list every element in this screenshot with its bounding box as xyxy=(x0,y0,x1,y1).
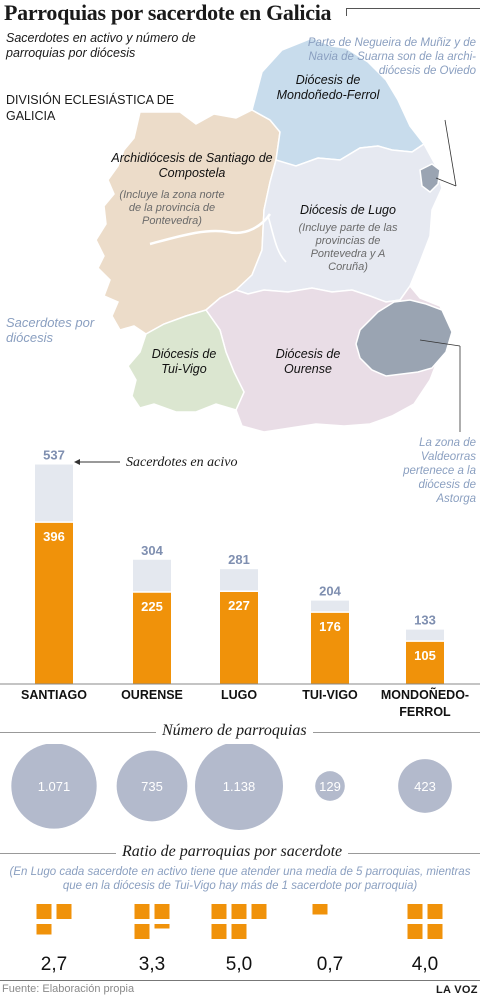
label-lugo: Diócesis de Lugo xyxy=(300,203,396,217)
parroquias-header: Número de parroquias xyxy=(0,722,480,742)
chart-title: Parroquias por sacerdote en Galicia xyxy=(4,0,332,25)
bar-total xyxy=(133,559,171,593)
label-ourense: Diócesis de Ourense xyxy=(275,347,341,376)
category-label: MONDOÑEDO- xyxy=(381,687,469,702)
parroquias-circle xyxy=(116,750,188,822)
map-region-astorga xyxy=(355,299,453,377)
ratio-blocks: 2,7 3,3 5,0 0,7 4,0 xyxy=(36,904,443,975)
label-mondonedo: Diócesis de Mondoñedo-Ferrol xyxy=(276,73,380,102)
bar-active xyxy=(35,522,73,684)
label-santiago: Archidiócesis de Santiago de Compostela xyxy=(111,151,273,180)
ratio-block xyxy=(36,904,52,919)
pointer-line xyxy=(444,119,457,187)
parroquias-circle xyxy=(398,759,452,813)
section-title-ratio: Ratio de parroquias por sacerdote xyxy=(116,843,349,861)
ratio-value: 3,3 xyxy=(139,954,165,975)
division-label: DIVISIÓN ECLESIÁSTICA DE GALICIA xyxy=(6,93,175,123)
map-region-oviedo xyxy=(419,163,441,193)
ratio-value: 5,0 xyxy=(226,954,252,975)
ratio-block xyxy=(211,924,227,939)
parroquias-label: 1.071 xyxy=(38,779,71,794)
parroquias-label: 129 xyxy=(319,779,341,794)
label-tui: Diócesis de Tui-Vigo xyxy=(151,347,217,376)
parroquias-circles: 1.071 735 1.138 129 423 xyxy=(11,744,452,830)
bar-total xyxy=(220,569,258,592)
bar-active xyxy=(311,612,349,684)
bar-active xyxy=(133,592,171,684)
map-region-tui xyxy=(127,309,245,413)
priests-bar-chart: 537 396 304 225 281 227 204 176 133 105 SANTIAGO OU… xyxy=(0,448,480,719)
bar-total xyxy=(406,629,444,642)
bar-active-label: 225 xyxy=(141,599,163,614)
bar-total-label: 133 xyxy=(414,613,436,628)
ratio-block xyxy=(231,924,247,939)
bar-total-label: 281 xyxy=(228,552,250,567)
bar-total-label: 304 xyxy=(141,543,163,558)
legend-sacerdotes-activo: Sacerdotes en acivo xyxy=(126,455,238,470)
footer-rule xyxy=(0,980,480,981)
parroquias-circle xyxy=(195,744,283,830)
chart-subtitle: Sacerdotes en activo y número de parroqu… xyxy=(6,31,196,60)
brand-logo: LA VOZ xyxy=(436,984,478,996)
parroquias-circle xyxy=(315,771,345,801)
bar-total xyxy=(35,464,73,523)
ratio-block xyxy=(134,904,150,919)
bar-active-label: 396 xyxy=(43,529,65,544)
note-oviedo: Parte de Negueira de Muñiz y de Navia de… xyxy=(307,37,476,77)
ratio-block xyxy=(36,924,52,935)
galicia-map xyxy=(95,37,461,433)
bar-total-label: 537 xyxy=(43,448,65,463)
ratio-block xyxy=(134,924,150,939)
ratio-note: (En Lugo cada sacerdote en activo tiene … xyxy=(9,866,471,892)
ratio-block xyxy=(427,904,443,919)
category-label: LUGO xyxy=(221,688,257,702)
category-label: FERROL xyxy=(399,705,451,719)
category-label: OURENSE xyxy=(121,688,183,702)
river-line xyxy=(149,213,272,246)
ratio-block xyxy=(427,924,443,939)
bar-active-label: 176 xyxy=(319,619,341,634)
ratio-header: Ratio de parroquias por sacerdote xyxy=(0,843,480,863)
ratio-block xyxy=(407,904,423,919)
ratio-block xyxy=(154,924,170,929)
title-tick xyxy=(346,8,347,16)
parroquias-label: 735 xyxy=(141,779,163,794)
pointer-line xyxy=(435,177,457,187)
parroquias-label: 1.138 xyxy=(223,779,256,794)
label-lugo-note: (Incluye parte de las provincias de Pont… xyxy=(298,222,398,273)
title-rule xyxy=(346,8,480,9)
parroquias-label: 423 xyxy=(414,779,436,794)
ratio-value: 4,0 xyxy=(412,954,438,975)
ratio-block xyxy=(211,904,227,919)
section-title-parroquias: Número de parroquias xyxy=(156,722,313,740)
active-pointer-head xyxy=(74,459,80,465)
ratio-value: 0,7 xyxy=(317,954,343,975)
ratio-block xyxy=(56,904,72,919)
ratio-value: 2,7 xyxy=(41,954,67,975)
parroquias-circle xyxy=(11,744,97,829)
category-label: TUI-VIGO xyxy=(302,688,358,702)
ratio-block xyxy=(407,924,423,939)
ratio-block xyxy=(231,904,247,919)
source-note: Fuente: Elaboración propia xyxy=(2,983,135,995)
ratio-block xyxy=(251,904,267,919)
bar-active-label: 227 xyxy=(228,598,250,613)
river-line xyxy=(267,215,287,263)
bar-total-label: 204 xyxy=(319,584,341,599)
bar-active xyxy=(220,591,258,684)
legend-sacerdotes-diocesis: Sacerdotes por diócesis xyxy=(6,315,95,345)
bar-active xyxy=(406,641,444,684)
ratio-block xyxy=(154,904,170,919)
ratio-block xyxy=(312,904,328,915)
label-santiago-note: (Incluye la zona norte de la provincia d… xyxy=(119,189,225,227)
bar-active-label: 105 xyxy=(414,648,436,663)
note-astorga: La zona de Valdeorras pertenece a la dió… xyxy=(403,437,476,505)
category-label: SANTIAGO xyxy=(21,688,87,702)
pointer-line xyxy=(419,339,461,347)
bar-total xyxy=(311,600,349,613)
